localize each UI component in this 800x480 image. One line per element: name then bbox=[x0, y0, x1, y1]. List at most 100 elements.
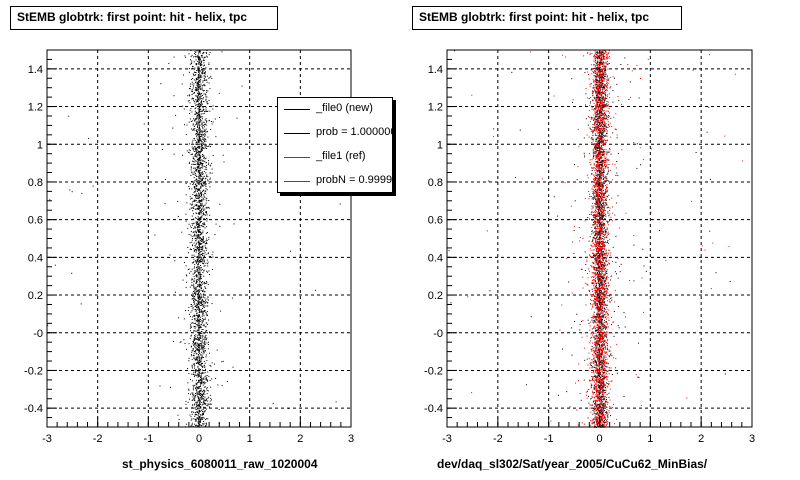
data-point bbox=[199, 320, 201, 322]
data-point bbox=[194, 110, 196, 112]
data-point bbox=[197, 127, 199, 128]
data-point bbox=[206, 165, 207, 166]
data-point bbox=[199, 403, 201, 405]
data-point bbox=[201, 409, 202, 411]
data-point bbox=[197, 122, 199, 124]
data-point bbox=[178, 317, 180, 319]
data-point bbox=[190, 121, 192, 122]
data-point bbox=[205, 198, 207, 200]
data-point bbox=[196, 133, 198, 135]
data-point bbox=[199, 271, 201, 273]
data-point bbox=[201, 116, 203, 118]
data-point bbox=[202, 85, 203, 87]
data-point bbox=[195, 345, 197, 347]
data-point bbox=[199, 117, 201, 119]
data-point bbox=[207, 146, 209, 147]
data-point bbox=[200, 376, 202, 378]
data-point bbox=[201, 173, 203, 175]
data-point bbox=[599, 81, 601, 83]
data-point bbox=[602, 223, 604, 225]
data-point bbox=[612, 101, 614, 103]
data-point bbox=[200, 246, 202, 248]
data-point bbox=[208, 77, 210, 79]
data-point bbox=[165, 179, 166, 180]
data-point bbox=[594, 97, 596, 99]
data-point bbox=[194, 226, 196, 228]
data-point bbox=[199, 108, 201, 110]
data-point bbox=[196, 166, 198, 168]
data-point bbox=[589, 214, 591, 215]
data-point bbox=[200, 83, 202, 85]
data-point bbox=[195, 143, 197, 145]
data-point bbox=[606, 305, 608, 306]
data-point bbox=[599, 96, 601, 98]
data-point bbox=[202, 171, 203, 173]
data-point bbox=[193, 283, 195, 285]
data-point bbox=[199, 254, 201, 256]
data-point bbox=[603, 384, 605, 386]
data-point bbox=[195, 294, 196, 296]
data-point bbox=[198, 309, 200, 311]
data-point bbox=[596, 161, 598, 162]
data-point bbox=[204, 141, 205, 143]
data-point bbox=[193, 399, 195, 401]
data-point bbox=[200, 273, 202, 275]
data-point bbox=[196, 142, 198, 144]
data-point bbox=[202, 317, 204, 319]
data-point bbox=[194, 113, 196, 115]
data-point bbox=[599, 285, 601, 287]
data-point bbox=[203, 352, 205, 354]
data-point bbox=[605, 272, 607, 274]
data-point bbox=[194, 372, 196, 374]
data-point bbox=[197, 126, 198, 128]
data-point bbox=[599, 66, 601, 68]
data-point bbox=[602, 340, 604, 342]
data-point bbox=[203, 68, 205, 70]
data-point bbox=[197, 345, 199, 347]
data-point bbox=[202, 262, 203, 264]
data-point bbox=[604, 352, 606, 354]
data-point bbox=[194, 328, 196, 330]
data-point bbox=[197, 394, 199, 396]
data-point bbox=[207, 271, 208, 273]
data-point bbox=[197, 421, 199, 423]
data-point bbox=[199, 86, 201, 88]
data-point bbox=[598, 113, 600, 115]
data-point bbox=[204, 350, 206, 352]
data-point bbox=[196, 370, 198, 372]
data-point bbox=[199, 237, 201, 238]
data-point bbox=[593, 388, 595, 389]
data-point bbox=[601, 230, 603, 232]
data-point bbox=[617, 175, 619, 177]
data-point bbox=[201, 329, 203, 331]
data-point bbox=[606, 399, 607, 400]
data-point bbox=[199, 259, 201, 261]
data-point bbox=[706, 131, 708, 133]
data-point bbox=[204, 348, 206, 350]
data-point bbox=[196, 411, 198, 413]
data-point bbox=[198, 416, 200, 418]
data-point bbox=[606, 370, 607, 372]
data-point bbox=[199, 178, 201, 180]
data-point bbox=[203, 337, 205, 339]
data-point bbox=[199, 415, 201, 417]
data-point bbox=[195, 388, 197, 390]
data-point bbox=[201, 298, 203, 300]
data-point bbox=[200, 243, 202, 245]
data-point bbox=[199, 312, 201, 313]
data-point bbox=[191, 63, 192, 65]
data-point bbox=[197, 119, 199, 121]
data-point bbox=[197, 271, 199, 273]
data-point bbox=[205, 101, 207, 103]
left-x-tick-label: -3 bbox=[42, 433, 52, 445]
data-point bbox=[602, 151, 604, 153]
data-point bbox=[595, 346, 597, 347]
data-point bbox=[198, 255, 200, 257]
data-point bbox=[205, 211, 206, 213]
data-point bbox=[601, 93, 603, 95]
data-point bbox=[602, 396, 604, 398]
data-point bbox=[203, 183, 205, 185]
data-point bbox=[202, 133, 204, 135]
data-point bbox=[195, 89, 197, 91]
data-point bbox=[596, 96, 597, 98]
